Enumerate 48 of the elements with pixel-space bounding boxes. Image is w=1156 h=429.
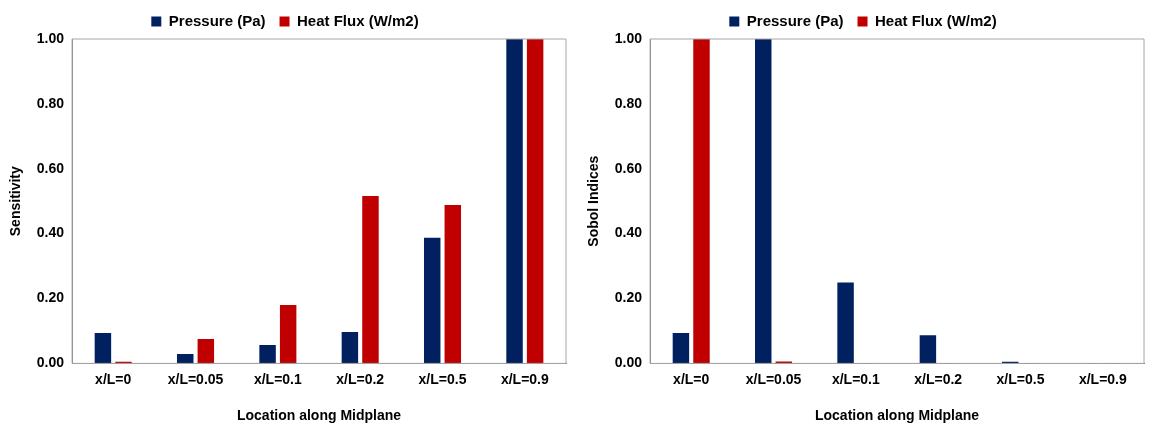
y-tick-label: 1.00: [36, 29, 65, 46]
x-tick-label: x/L=0.2: [914, 370, 963, 387]
x-tick-label: x/L=0.9: [500, 370, 549, 387]
y-tick-label: 0.60: [614, 159, 643, 176]
bar: [693, 39, 710, 364]
legend-label: Heat Flux (W/m2): [297, 11, 419, 29]
y-tick-label: 0.20: [36, 289, 65, 306]
x-tick-label: x/L=0.2: [336, 370, 385, 387]
x-tick-label: x/L=0.5: [996, 370, 1045, 387]
x-tick-label: x/L=0.05: [745, 370, 802, 387]
x-axis-title: Location along Midplane: [814, 407, 980, 424]
x-tick-label: x/L=0: [95, 370, 132, 387]
bar: [755, 39, 772, 364]
bar: [919, 335, 937, 364]
x-tick-label: x/L=0: [673, 370, 710, 387]
y-tick-label: 0.40: [36, 224, 65, 241]
x-tick-label: x/L=0.9: [1078, 370, 1127, 387]
bar: [341, 331, 359, 364]
y-tick-label: 0.80: [614, 94, 643, 111]
bar: [423, 237, 441, 364]
y-tick-label: 0.00: [36, 354, 65, 371]
bar: [259, 344, 276, 364]
bar: [279, 305, 297, 364]
bar: [197, 339, 215, 364]
y-tick-label: 1.00: [614, 29, 643, 46]
x-tick-label: x/L=0.5: [418, 370, 467, 387]
bar: [506, 39, 523, 364]
bar: [94, 332, 112, 364]
legend-label: Pressure (Pa): [746, 11, 844, 29]
bar: [444, 205, 462, 364]
y-tick-label: 0.20: [614, 289, 643, 306]
y-tick-label: 0.60: [36, 159, 65, 176]
legend-label: Pressure (Pa): [168, 11, 266, 29]
y-tick-label: 0.80: [36, 94, 65, 111]
bar: [177, 353, 194, 364]
x-tick-label: x/L=0.05: [167, 370, 224, 387]
bar: [672, 332, 690, 364]
bar: [526, 39, 544, 364]
legend-label: Heat Flux (W/m2): [875, 11, 997, 29]
y-axis-title: Sobol Indices: [585, 155, 602, 247]
y-tick-label: 0.40: [614, 224, 643, 241]
bar: [837, 282, 854, 364]
bar: [362, 196, 379, 364]
x-axis-title: Location along Midplane: [236, 407, 402, 424]
x-tick-label: x/L=0.1: [831, 370, 880, 387]
y-tick-label: 0.00: [614, 354, 643, 371]
x-tick-label: x/L=0.1: [253, 370, 302, 387]
y-axis-title: Sensitivity: [7, 165, 24, 237]
